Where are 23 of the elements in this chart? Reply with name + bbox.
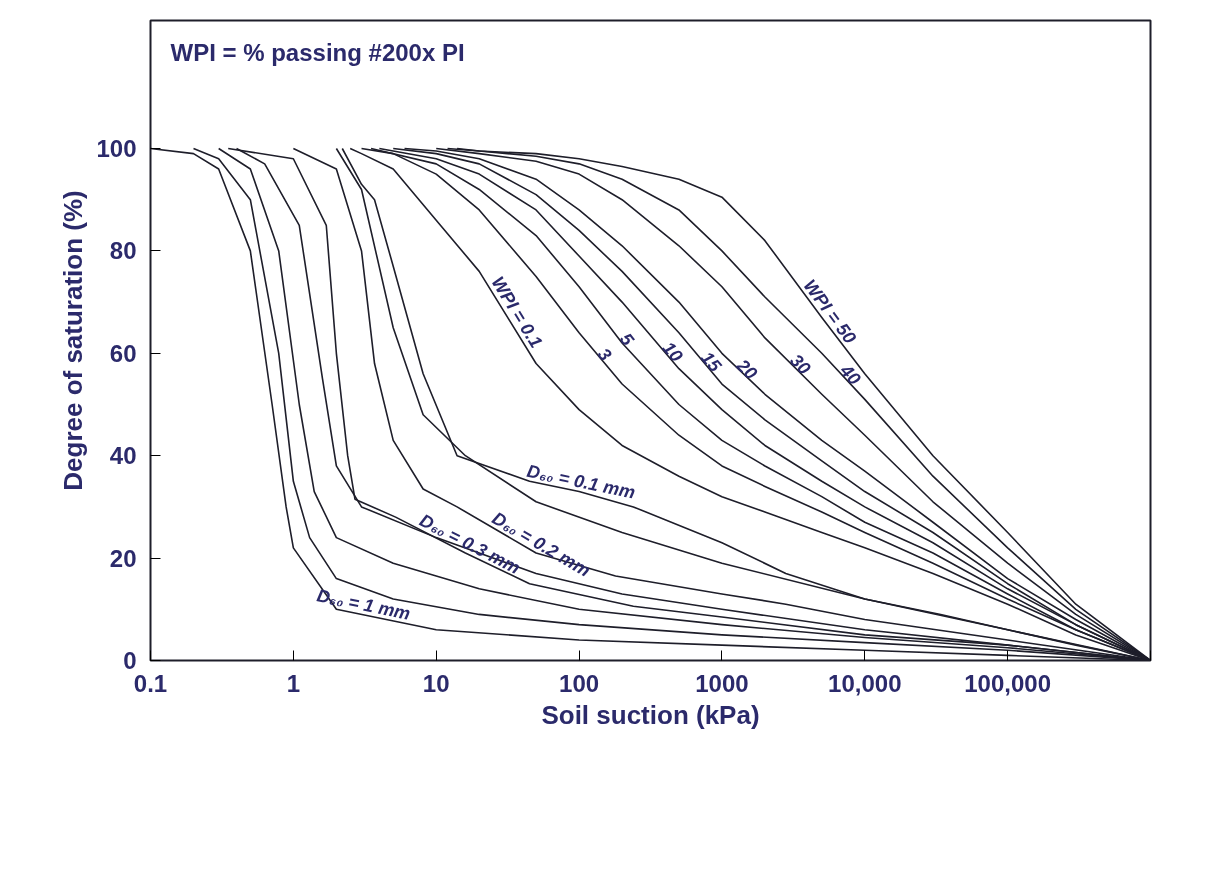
y-tick-label: 60 — [109, 339, 137, 367]
x-axis-title: Soil suction (kPa) — [541, 699, 760, 730]
annotation: 40 — [835, 359, 865, 389]
y-tick-label: 100 — [96, 135, 137, 162]
y-tick-label: 40 — [109, 442, 137, 470]
x-tick-label: 100 — [559, 669, 600, 697]
x-tick-label: 10,000 — [828, 669, 902, 697]
annotation: 15 — [697, 347, 726, 377]
annotation: WPI = % passing #200x PI — [170, 38, 465, 66]
annotation: 5 — [615, 329, 639, 351]
annotation: 30 — [786, 350, 815, 379]
annotation: 20 — [732, 354, 762, 384]
annotation: D₆₀ = 1 mm — [315, 585, 412, 624]
x-tick-label: 1 — [286, 669, 301, 697]
x-tick-label: 1000 — [695, 669, 749, 697]
y-tick-label: 20 — [109, 544, 137, 572]
x-tick-label: 100,000 — [964, 669, 1052, 697]
annotation: D₆₀ = 0.1 mm — [525, 460, 637, 503]
x-tick-label: 10 — [422, 669, 450, 697]
annotation: 3 — [593, 344, 616, 365]
y-axis-title: Degree of saturation (%) — [58, 190, 89, 491]
annotation: 10 — [658, 337, 687, 367]
y-tick-label: 80 — [109, 237, 137, 265]
